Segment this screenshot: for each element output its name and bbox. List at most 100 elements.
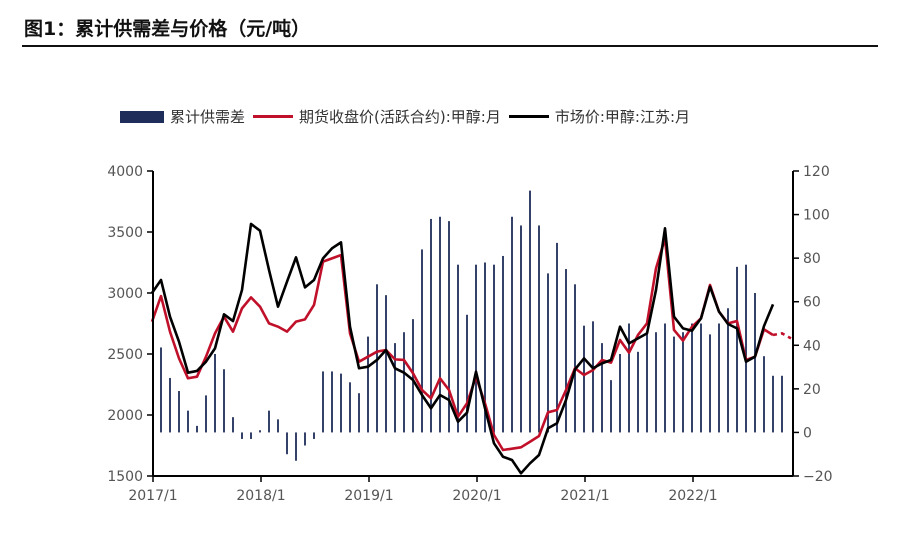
x-tick-label: 2018/1 <box>236 488 285 504</box>
bar <box>610 380 612 433</box>
bar <box>700 323 702 433</box>
right-tick-label: 120 <box>803 164 830 180</box>
bar <box>484 262 486 433</box>
bar <box>727 308 729 433</box>
bar <box>709 334 711 433</box>
legend-swatch-futures <box>253 115 294 118</box>
bar <box>259 430 261 433</box>
bar <box>763 356 765 433</box>
legend-item-spot: 市场价:甲醇:江苏:月 <box>508 106 691 127</box>
right-tick-label: −20 <box>803 469 833 485</box>
bar <box>628 323 630 433</box>
bar <box>322 371 324 433</box>
bar <box>529 190 531 433</box>
bar <box>295 432 297 461</box>
bar <box>340 373 342 433</box>
bar <box>304 432 306 446</box>
bar <box>583 325 585 433</box>
right-tick-label: 80 <box>803 251 821 267</box>
bar <box>421 249 423 433</box>
bar <box>394 343 396 433</box>
bar <box>646 332 648 433</box>
bar <box>286 432 288 455</box>
bar <box>169 377 171 433</box>
legend-label: 累计供需差 <box>170 108 246 126</box>
left-tick-label: 2000 <box>107 408 143 424</box>
bar <box>466 314 468 433</box>
bar <box>673 336 675 433</box>
bar <box>268 410 270 433</box>
right-tick-label: 0 <box>803 425 812 441</box>
left-tick-label: 1500 <box>107 469 143 485</box>
bar <box>493 264 495 433</box>
bar <box>754 293 756 433</box>
x-tick-label: 2019/1 <box>344 488 393 504</box>
bar <box>313 432 315 439</box>
bar <box>223 369 225 433</box>
left-tick-label: 3500 <box>107 225 143 241</box>
bar <box>214 354 216 433</box>
bar <box>160 347 162 433</box>
bar <box>178 391 180 433</box>
bar <box>511 216 513 433</box>
legend-item-bar: 累计供需差 <box>120 106 245 127</box>
bar <box>385 295 387 433</box>
bar <box>574 284 576 433</box>
series-line <box>150 222 775 475</box>
bar <box>781 375 783 433</box>
bar <box>403 332 405 433</box>
x-tick-label: 2017/1 <box>128 488 177 504</box>
bar <box>349 382 351 433</box>
bar <box>556 242 558 433</box>
bar <box>718 323 720 433</box>
bar <box>772 375 774 433</box>
bar <box>655 332 657 433</box>
legend-swatch-bar <box>120 110 164 123</box>
left-tick-label: 3000 <box>107 286 143 302</box>
right-tick-label: 60 <box>803 295 821 311</box>
title-underline <box>22 45 878 47</box>
figure-title: 图1：累计供需差与价格（元/吨） <box>24 18 311 40</box>
bar <box>538 225 540 433</box>
series-line-forecast <box>772 332 792 340</box>
bar <box>448 221 450 433</box>
bar <box>502 255 504 433</box>
legend-label: 市场价:甲醇:江苏:月 <box>554 108 691 126</box>
legend: 累计供需差 期货收盘价(活跃合约):甲醇:月 市场价:甲醇:江苏:月 <box>120 106 698 127</box>
bar <box>430 218 432 433</box>
left-tick-label: 2500 <box>107 347 143 363</box>
legend-item-futures: 期货收盘价(活跃合约):甲醇:月 <box>253 106 501 127</box>
bar <box>196 425 198 433</box>
bar <box>682 332 684 433</box>
bar <box>439 216 441 433</box>
bar <box>367 336 369 433</box>
bar <box>664 323 666 433</box>
x-tick-label: 2021/1 <box>560 488 609 504</box>
right-tick-label: 100 <box>803 208 830 224</box>
bar <box>475 264 477 433</box>
bar <box>637 351 639 433</box>
bar <box>691 323 693 433</box>
legend-label: 期货收盘价(活跃合约):甲醇:月 <box>299 108 501 126</box>
bar <box>592 321 594 433</box>
bar <box>457 264 459 433</box>
bar <box>241 432 243 439</box>
x-tick-label: 2022/1 <box>668 488 717 504</box>
left-tick-label: 4000 <box>107 164 143 180</box>
x-tick-label: 2020/1 <box>452 488 501 504</box>
bar <box>547 273 549 433</box>
right-tick-label: 40 <box>803 338 821 354</box>
bar <box>232 417 234 433</box>
legend-swatch-spot <box>508 115 549 118</box>
bar <box>565 269 567 433</box>
bar <box>601 343 603 433</box>
bar <box>358 393 360 433</box>
bar <box>331 371 333 433</box>
bar <box>277 419 279 433</box>
bar <box>250 432 252 439</box>
bar <box>745 264 747 433</box>
bar <box>619 354 621 433</box>
right-tick-label: 20 <box>803 382 821 398</box>
bar <box>736 266 738 433</box>
